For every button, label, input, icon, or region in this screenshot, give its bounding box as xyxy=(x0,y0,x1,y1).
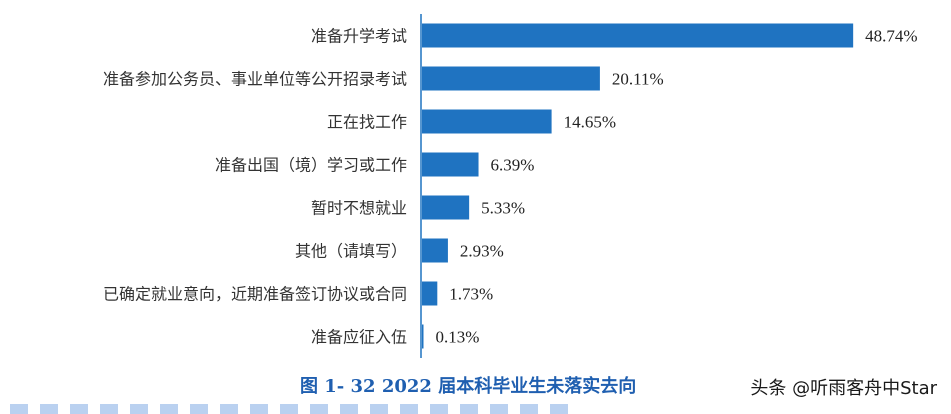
figure-caption: 图 1- 32 2022 届本科毕业生未落实去向 xyxy=(300,376,637,397)
bar-4 xyxy=(422,195,470,220)
bar-0 xyxy=(422,23,854,48)
value-label-7: 0.13% xyxy=(436,328,480,347)
category-label-6: 已确定就业意向，近期准备签订协议或合同 xyxy=(103,285,407,304)
category-label-7: 准备应征入伍 xyxy=(311,328,407,347)
bars-group xyxy=(422,23,854,349)
category-label-1: 准备参加公务员、事业单位等公开招录考试 xyxy=(103,70,407,89)
cropped-text-strip xyxy=(10,404,570,414)
bar-3 xyxy=(422,152,479,177)
bar-6 xyxy=(422,281,438,306)
category-label-5: 其他（请填写） xyxy=(295,242,407,261)
category-label-4: 暂时不想就业 xyxy=(311,199,407,218)
value-label-0: 48.74% xyxy=(865,27,917,46)
value-label-5: 2.93% xyxy=(460,242,504,261)
value-label-6: 1.73% xyxy=(449,285,493,304)
category-labels-group: 准备升学考试准备参加公务员、事业单位等公开招录考试正在找工作准备出国（境）学习或… xyxy=(103,27,407,347)
watermark: 头条 @听雨客舟中Star xyxy=(750,378,937,399)
value-label-4: 5.33% xyxy=(481,199,525,218)
value-labels-group: 48.74% 20.11% 14.65% 6.39% 5.33% 2.93% 1.73% 0.… xyxy=(436,27,918,347)
bar-1 xyxy=(422,66,600,91)
category-label-2: 正在找工作 xyxy=(327,113,407,132)
value-label-2: 14.65% xyxy=(564,113,616,132)
bar-2 xyxy=(422,109,552,134)
bar-chart: 准备升学考试准备参加公务员、事业单位等公开招录考试正在找工作准备出国（境）学习或… xyxy=(103,14,918,358)
value-label-1: 20.11% xyxy=(612,70,664,89)
category-label-0: 准备升学考试 xyxy=(311,27,407,46)
bar-7 xyxy=(422,324,424,349)
value-label-3: 6.39% xyxy=(491,156,535,175)
bar-5 xyxy=(422,238,448,263)
category-label-3: 准备出国（境）学习或工作 xyxy=(215,156,407,175)
